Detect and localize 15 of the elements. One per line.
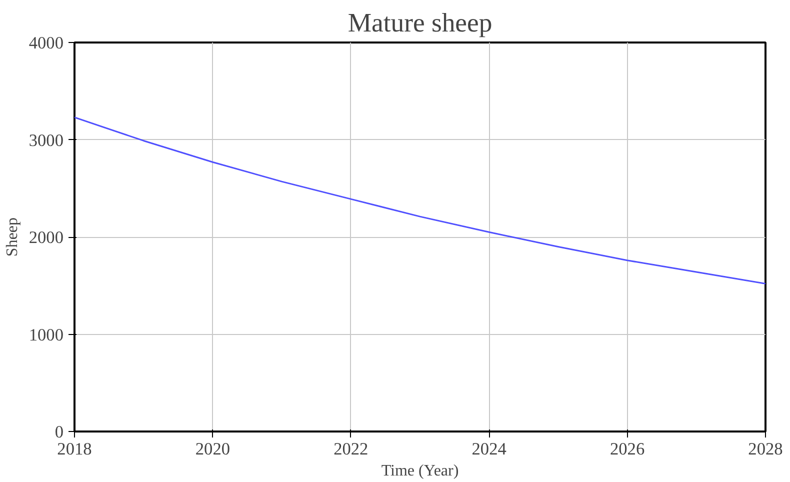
x-tick-label: 2026 bbox=[610, 440, 645, 458]
y-tick-label: 0 bbox=[54, 422, 64, 442]
y-tick-label: 3000 bbox=[28, 130, 64, 150]
x-tick-label: 2020 bbox=[195, 440, 230, 458]
line-series bbox=[74, 116, 766, 284]
x-tick-label: 2018 bbox=[57, 440, 92, 458]
y-tick-label: 2000 bbox=[28, 228, 64, 247]
x-tick-label: 2024 bbox=[472, 440, 507, 458]
y-tick-label: 1000 bbox=[28, 325, 64, 344]
chart-title: Mature sheep bbox=[348, 8, 492, 38]
y-tick-label: 4000 bbox=[28, 34, 64, 52]
x-tick-label: 2022 bbox=[334, 440, 368, 458]
x-tick-label: 2028 bbox=[748, 440, 783, 458]
x-axis-title: Time (Year) bbox=[381, 462, 459, 480]
y-axis-title: Sheep bbox=[4, 217, 21, 257]
